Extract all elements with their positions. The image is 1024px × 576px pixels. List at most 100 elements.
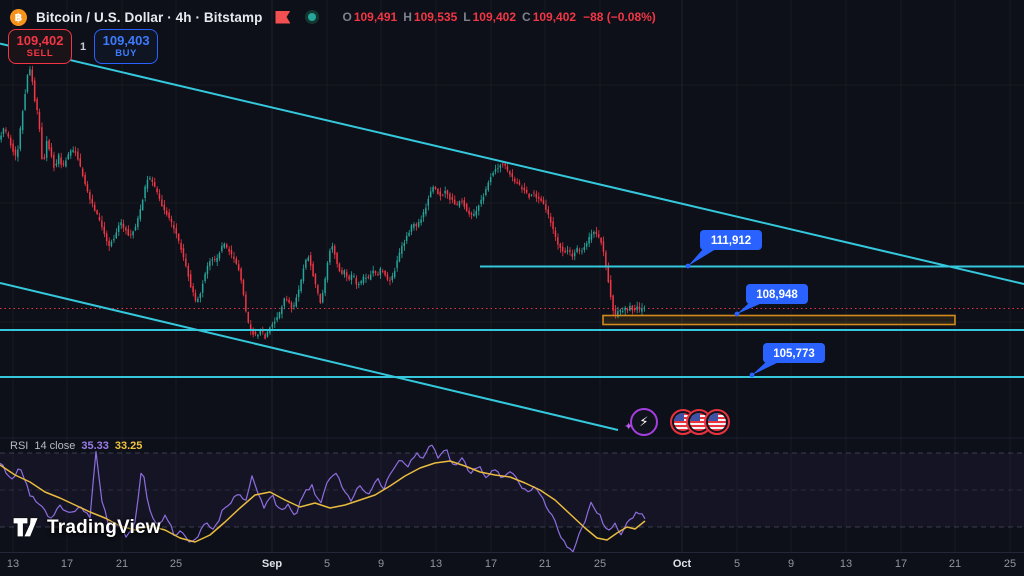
callout-tail (688, 249, 716, 266)
rsi-ma-value: 33.25 (114, 440, 143, 452)
buy-price: 109,403 (102, 33, 150, 48)
candle-body (103, 226, 105, 234)
candle-body (489, 177, 492, 183)
candle-body (638, 306, 641, 310)
candle-body (324, 278, 326, 294)
candle-body (609, 280, 612, 298)
candle-body (168, 212, 170, 219)
candle-body (384, 270, 386, 276)
sell-button[interactable]: 109,402 SELL (8, 29, 72, 64)
candle-body (230, 250, 233, 255)
candle-body (317, 285, 319, 294)
us-economic-event-icon[interactable] (704, 409, 730, 435)
time-axis[interactable]: 13 17 21 25 Sep 5 9 13 17 21 25 Oct 5 9 13 17 21 25 (0, 552, 1024, 576)
candle-body (305, 259, 307, 268)
candle-body (221, 245, 223, 252)
candle-body (211, 259, 213, 261)
candle-body (266, 331, 269, 337)
candle-body (509, 171, 511, 175)
rsi-indicator-header[interactable]: RSI 14 close 35.33 33.25 (10, 440, 142, 452)
candle-body (588, 236, 590, 244)
price-callout[interactable]: 105,773 (749, 343, 825, 378)
candle-body (417, 222, 420, 227)
lower-descending-trendline[interactable] (0, 282, 619, 431)
candle-body (377, 273, 379, 276)
candle-body (427, 198, 429, 206)
candle-body (65, 160, 67, 167)
time-axis-label: 21 (115, 558, 129, 570)
candle-body (53, 154, 55, 168)
candle-body (45, 140, 48, 158)
candle-body (33, 80, 36, 102)
market-status-icon[interactable] (305, 10, 320, 24)
candle-body (549, 216, 552, 223)
candle-body (293, 305, 295, 307)
candle-body (201, 283, 204, 293)
candle-body (122, 223, 125, 228)
candle-body (398, 252, 401, 262)
candle-body (218, 253, 221, 259)
candle-body (259, 329, 261, 335)
candle-body (185, 258, 187, 267)
price-callout[interactable]: 111,912 (685, 230, 762, 269)
candle-body (497, 168, 499, 170)
candle-body (525, 189, 528, 193)
candle-body (41, 127, 43, 159)
candles-layer (0, 65, 645, 340)
tradingview-logo[interactable]: TradingView (12, 516, 161, 539)
lightning-event-icon[interactable]: ⚡ (630, 408, 658, 436)
candle-body (69, 150, 72, 156)
candle-body (451, 197, 453, 200)
candle-body (461, 200, 463, 202)
candle-body (237, 264, 240, 270)
candle-body (636, 306, 638, 310)
candle-body (559, 243, 561, 248)
candle-body (14, 149, 17, 156)
candle-body (165, 210, 168, 215)
candle-body (276, 317, 278, 321)
candle-body (173, 224, 175, 229)
candle-body (374, 271, 377, 273)
candle-body (12, 143, 14, 152)
candle-body (125, 227, 127, 231)
lightning-glyph: ⚡ (639, 414, 649, 429)
candle-body (333, 245, 336, 255)
candle-body (89, 192, 91, 200)
candle-body (57, 154, 60, 164)
candle-body (153, 182, 156, 187)
candle-body (254, 331, 257, 335)
candle-body (355, 278, 357, 285)
candle-body (26, 75, 29, 92)
rsi-params: 14 close (34, 440, 76, 452)
candle-body (249, 324, 252, 331)
candle-body (583, 247, 585, 251)
candle-body (108, 240, 110, 247)
candle-body (288, 299, 290, 303)
us-flag-icon (708, 413, 726, 431)
ohlc-low-label: L (463, 10, 471, 24)
price-callout[interactable]: 108,948 (734, 284, 808, 317)
callout-box[interactable] (700, 230, 762, 250)
candle-body (437, 189, 439, 194)
flag-icon[interactable] (275, 10, 291, 24)
candle-body (396, 260, 398, 268)
callout-box[interactable] (746, 284, 808, 304)
symbol-title[interactable]: Bitcoin / U.S. Dollar · 4h · Bitstamp (36, 9, 263, 25)
candle-body (528, 193, 530, 198)
candle-body (93, 204, 96, 211)
candle-body (127, 229, 129, 236)
candle-body (72, 150, 74, 152)
upper-descending-trendline[interactable] (0, 42, 1024, 285)
callout-box[interactable] (763, 343, 825, 363)
candle-body (55, 163, 57, 166)
candle-body (360, 281, 362, 284)
candle-body (413, 224, 415, 228)
grid-lines (0, 0, 1024, 552)
candle-body (365, 277, 367, 279)
candle-body (353, 275, 355, 277)
candle-body (545, 204, 547, 210)
buy-button[interactable]: 109,403 BUY (94, 29, 159, 64)
candle-body (302, 268, 305, 281)
supply-zone-box[interactable] (602, 314, 956, 326)
